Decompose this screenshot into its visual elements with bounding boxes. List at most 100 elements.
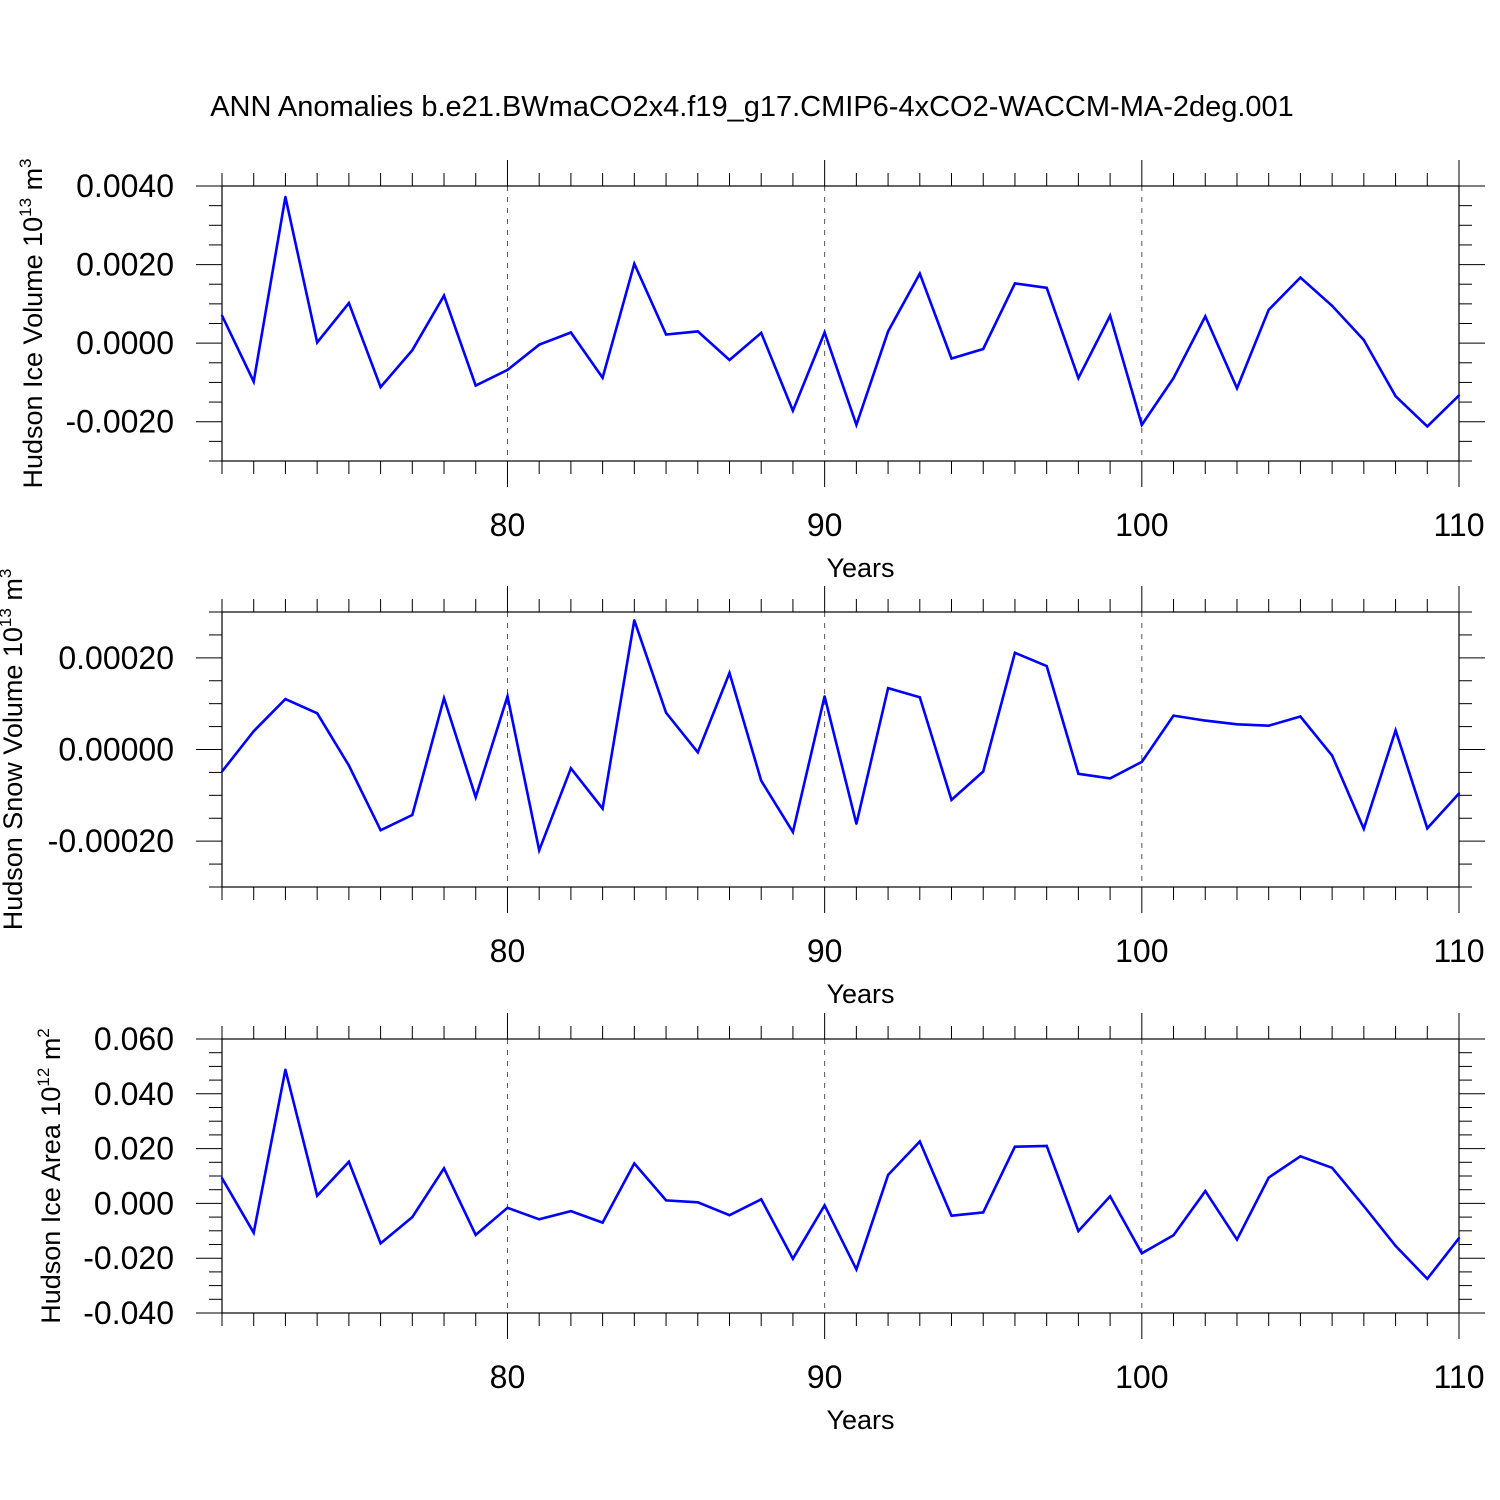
data-point [411, 349, 414, 352]
x-axis-label: Years [826, 1405, 894, 1435]
data-point [1457, 394, 1461, 397]
data-point [1299, 1155, 1302, 1158]
x-axis-label: Years [826, 553, 894, 583]
x-tick-label: 80 [490, 1359, 526, 1395]
data-point [1172, 714, 1175, 717]
data-point [918, 272, 921, 275]
y-tick-label: -0.0020 [65, 404, 174, 440]
data-point [474, 384, 477, 387]
x-tick-label: 90 [807, 507, 843, 543]
data-point [220, 314, 224, 317]
data-point [1330, 754, 1334, 757]
data-point [696, 751, 699, 754]
data-point [1140, 760, 1144, 764]
y-tick-label: 0.060 [94, 1021, 174, 1057]
data-point [886, 686, 890, 690]
data-point [1172, 376, 1175, 380]
data-point [855, 1268, 858, 1271]
data-point [284, 697, 287, 701]
data-point [982, 1211, 985, 1214]
data-point [982, 770, 985, 773]
data-point [823, 331, 826, 334]
data-point [728, 358, 731, 362]
data-point [442, 696, 446, 700]
data-point [1204, 719, 1207, 722]
data-point [601, 807, 604, 810]
data-point [506, 368, 509, 372]
data-point [918, 696, 921, 699]
data-point [1045, 664, 1048, 668]
data-point [1457, 1236, 1461, 1240]
data-point [950, 357, 953, 360]
data-point [1077, 376, 1080, 380]
data-point [347, 1160, 351, 1163]
data-point [696, 330, 699, 333]
x-axis-label: Years [826, 979, 894, 1009]
data-point [1394, 1244, 1397, 1248]
series-line [220, 619, 1460, 855]
data-point [1426, 425, 1429, 428]
data-point [601, 1221, 604, 1224]
data-point [1013, 1145, 1017, 1148]
data-point [1077, 772, 1080, 775]
x-tick-label: 100 [1115, 507, 1168, 543]
data-point [886, 330, 890, 333]
data-point [1426, 1277, 1429, 1280]
x-tick-label: 80 [490, 933, 526, 969]
y-axis-label: Hudson Snow Volume 1013 m3 [0, 569, 28, 931]
data-point [411, 1215, 414, 1219]
panel-ice-volume: 80 90 100 110 Years 0.0040 0.0020 0.0000 -0.0020… [16, 158, 1485, 583]
data-point [284, 1068, 287, 1071]
data-point [474, 1233, 477, 1237]
data-point [569, 767, 573, 770]
data-point [1235, 723, 1239, 726]
y-tick-label: 0.0000 [76, 325, 174, 361]
data-point [1330, 304, 1334, 308]
data-point [1267, 724, 1270, 727]
data-point [1394, 729, 1397, 732]
data-point [1235, 387, 1239, 390]
data-point [633, 1162, 636, 1165]
data-point [1077, 1229, 1080, 1233]
y-axis-label: Hudson Ice Area 1012 m2 [34, 1028, 66, 1324]
data-point [1045, 286, 1048, 289]
series-line [220, 1069, 1461, 1281]
data-point [252, 729, 255, 733]
x-tick-label: 100 [1115, 933, 1168, 969]
data-point [347, 301, 351, 305]
data-point [1362, 338, 1366, 342]
data-point [1299, 276, 1302, 279]
data-point [315, 341, 319, 344]
data-point [315, 1194, 319, 1197]
data-point [950, 798, 953, 802]
data-point [379, 828, 382, 832]
panel-snow-volume: 80 90 100 110 Years 0.00020 0.00000 -0.00020 Hud… [0, 569, 1485, 1009]
x-tick-label: 110 [1433, 1359, 1484, 1395]
data-point [537, 1218, 541, 1221]
data-point [442, 294, 446, 297]
x-tick-label: 110 [1433, 507, 1484, 543]
data-point [411, 813, 414, 817]
plot-frame [221, 611, 1460, 888]
data-point [506, 695, 509, 698]
x-tick-label: 90 [807, 933, 843, 969]
data-point [791, 409, 795, 412]
data-point [664, 711, 668, 715]
data-point [1204, 315, 1207, 318]
data-point [791, 830, 795, 834]
data-point [791, 1257, 795, 1260]
y-tick-label: 0.00000 [58, 732, 174, 768]
data-point [442, 1167, 446, 1170]
data-point [760, 331, 763, 335]
y-tick-label: 0.000 [94, 1185, 174, 1221]
data-point [1426, 827, 1429, 830]
panel-ice-area: 80 90 100 110 Years 0.060 0.040 0.020 0.000 -0.02… [34, 1013, 1485, 1435]
data-point [664, 333, 668, 336]
data-point [1172, 1233, 1175, 1237]
data-point [1235, 1238, 1239, 1241]
data-point [728, 671, 731, 675]
data-point [1394, 394, 1397, 398]
data-point [569, 1209, 573, 1213]
y-axis-label: Hudson Ice Volume 1013 m3 [16, 158, 48, 488]
